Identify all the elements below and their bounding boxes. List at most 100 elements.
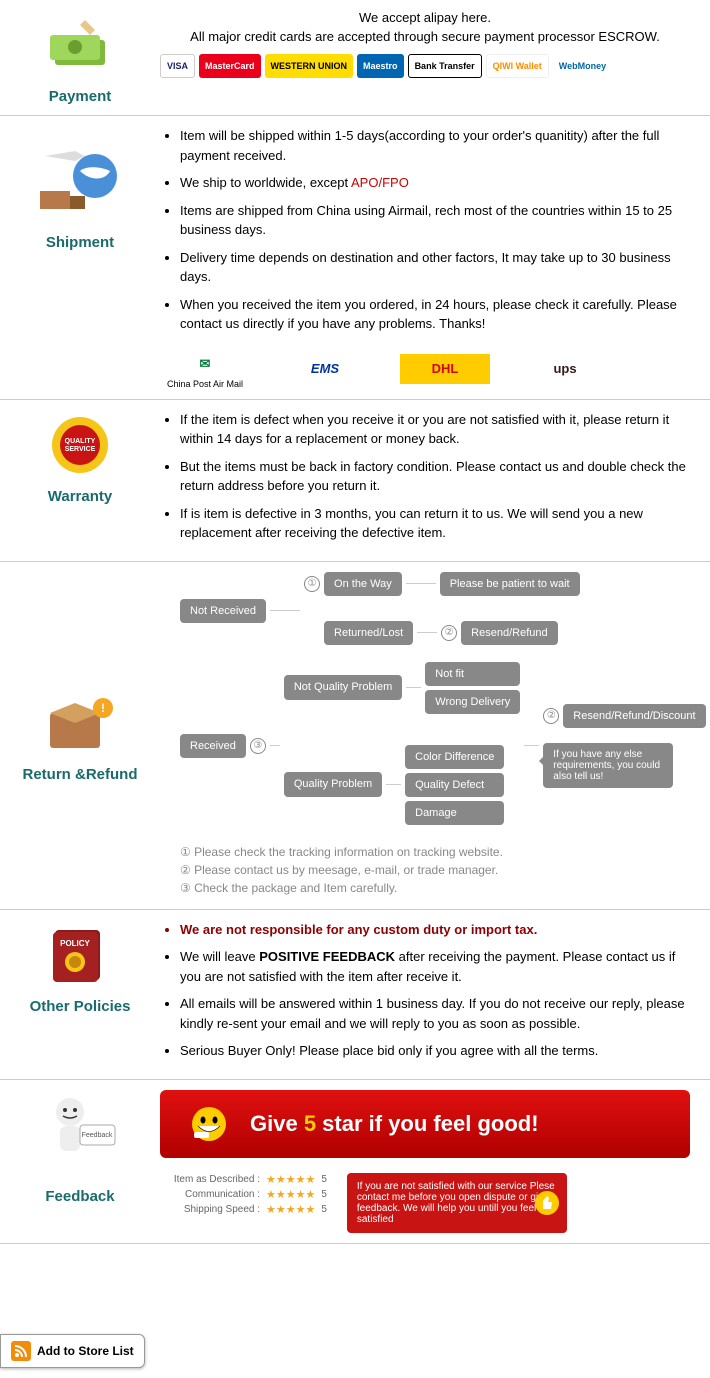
flow-marker-2b: ②: [543, 708, 559, 724]
svg-text:Feedback: Feedback: [82, 1132, 113, 1139]
shipment-item: We ship to worldwide, except APO/FPO: [180, 173, 690, 193]
policies-list: We are not responsible for any custom du…: [160, 920, 690, 940]
policy-item: All emails will be answered within 1 bus…: [180, 994, 690, 1033]
warranty-icon: QUALITYSERVICE: [35, 410, 125, 480]
payment-logo: Maestro: [357, 54, 404, 78]
svg-text:POLICY: POLICY: [60, 939, 90, 948]
shipment-item: Items are shipped from China using Airma…: [180, 201, 690, 240]
policies-title: Other Policies: [30, 998, 131, 1015]
payment-section: Payment We accept alipay here. All major…: [0, 0, 710, 116]
payment-logo: VISA: [160, 54, 195, 78]
feedback-banner: Give 5 star if you feel good!: [160, 1090, 690, 1158]
feedback-content: Give 5 star if you feel good! Item as De…: [140, 1090, 690, 1233]
rating-table: Item as Described :★★★★★5 Communication :…: [160, 1173, 327, 1218]
rating-row: Shipping Speed :★★★★★5: [160, 1203, 327, 1216]
payment-left: Payment: [20, 10, 140, 105]
warranty-list: If the item is defect when you receive i…: [160, 410, 690, 543]
policy-item: We will leave POSITIVE FEEDBACK after re…: [180, 947, 690, 986]
warranty-item: If the item is defect when you receive i…: [180, 410, 690, 449]
flow-returned-lost: Returned/Lost: [324, 621, 413, 645]
shipment-left: Shipment: [20, 126, 140, 389]
smiley-icon: [184, 1104, 234, 1144]
flow-any-else: If you have any else requirements, you c…: [543, 743, 673, 788]
rating-row: Communication :★★★★★5: [160, 1188, 327, 1201]
rss-icon: [11, 1341, 31, 1361]
payment-logo: WESTERN UNION: [265, 54, 354, 78]
feedback-section: Feedback Feedback Give 5 star if you fee…: [0, 1080, 710, 1244]
svg-text:!: !: [101, 701, 105, 715]
feedback-icon: Feedback: [35, 1090, 125, 1180]
payment-logo: WebMoney: [553, 54, 612, 78]
add-to-store-button[interactable]: Add to Store List: [0, 1334, 145, 1368]
carrier-logo: ups: [520, 354, 610, 384]
flow-not-received: Not Received: [180, 599, 266, 623]
payment-logo: QIWI Wallet: [486, 54, 549, 78]
flow-color-diff: Color Difference: [405, 745, 504, 769]
shipment-list: Item will be shipped within 1-5 days(acc…: [160, 126, 690, 334]
flow-diagram: Not Received ① On the Way Please be pati…: [180, 572, 706, 895]
payment-icon: [35, 10, 125, 80]
policies-items: We will leave POSITIVE FEEDBACK after re…: [160, 947, 690, 1061]
payment-logos-row: VISAMasterCardWESTERN UNIONMaestroBank T…: [160, 54, 690, 78]
feedback-note-text: If you are not satisfied with our servic…: [357, 1181, 555, 1225]
carrier-logo: DHL: [400, 354, 490, 384]
payment-content: We accept alipay here. All major credit …: [140, 10, 690, 105]
flow-note: ① Please check the tracking information …: [180, 845, 706, 859]
carrier-logos: ✉China Post Air Mail EMS DHL ups: [160, 349, 690, 389]
return-content: Not Received ① On the Way Please be pati…: [140, 572, 706, 899]
rating-area: Item as Described :★★★★★5 Communication :…: [160, 1173, 690, 1233]
warranty-item: If is item is defective in 3 months, you…: [180, 504, 690, 543]
flow-quality: Quality Problem: [284, 772, 382, 796]
carrier-logo: EMS: [280, 354, 370, 384]
shipment-content: Item will be shipped within 1-5 days(acc…: [140, 126, 690, 389]
shipment-item: Item will be shipped within 1-5 days(acc…: [180, 126, 690, 165]
flow-note: ③ Check the package and Item carefully.: [180, 881, 706, 895]
payment-logo: MasterCard: [199, 54, 261, 78]
carrier-logo: ✉China Post Air Mail: [160, 349, 250, 389]
payment-line1: We accept alipay here.: [160, 10, 690, 25]
policies-content: We are not responsible for any custom du…: [140, 920, 690, 1069]
payment-logo: Bank Transfer: [408, 54, 482, 78]
add-to-store-label: Add to Store List: [37, 1344, 134, 1358]
warranty-content: If the item is defect when you receive i…: [140, 410, 690, 551]
flow-marker-3: ③: [250, 738, 266, 754]
feedback-note-box: If you are not satisfied with our servic…: [347, 1173, 567, 1233]
banner-num: 5: [304, 1111, 316, 1136]
flow-quality-defect: Quality Defect: [405, 773, 504, 797]
flow-resend-refund-discount: Resend/Refund/Discount: [563, 704, 705, 728]
banner-text: Give 5 star if you feel good!: [250, 1111, 539, 1137]
other-policies-section: POLICY Other Policies We are not respons…: [0, 910, 710, 1080]
payment-line2: All major credit cards are accepted thro…: [160, 29, 690, 44]
policies-icon: POLICY: [35, 920, 125, 990]
feedback-title: Feedback: [45, 1188, 114, 1205]
rating-row: Item as Described :★★★★★5: [160, 1173, 327, 1186]
warranty-section: QUALITYSERVICE Warranty If the item is d…: [0, 400, 710, 562]
shipment-icon: [35, 126, 125, 226]
flow-note: ② Please contact us by meesage, e-mail, …: [180, 863, 706, 877]
shipment-section: Shipment Item will be shipped within 1-5…: [0, 116, 710, 400]
feedback-left: Feedback Feedback: [20, 1090, 140, 1233]
return-left: ! Return &Refund: [20, 572, 140, 899]
shipment-title: Shipment: [46, 234, 114, 251]
warranty-item: But the items must be back in factory co…: [180, 457, 690, 496]
flow-damage: Damage: [405, 801, 504, 825]
flow-resend-refund: Resend/Refund: [461, 621, 557, 645]
payment-title: Payment: [49, 88, 112, 105]
highlight-text: APO/FPO: [351, 175, 409, 190]
flow-received: Received: [180, 734, 246, 758]
return-refund-section: ! Return &Refund Not Received ① On the W…: [0, 562, 710, 910]
flow-wrong-delivery: Wrong Delivery: [425, 690, 520, 714]
return-icon: !: [35, 688, 125, 758]
shipment-item: When you received the item you ordered, …: [180, 295, 690, 334]
banner-post: star if you feel good!: [316, 1111, 538, 1136]
flow-marker-1: ①: [304, 576, 320, 592]
flow-not-quality: Not Quality Problem: [284, 675, 402, 699]
policy-item: Serious Buyer Only! Please place bid onl…: [180, 1041, 690, 1061]
warranty-title: Warranty: [48, 488, 112, 505]
thumbs-up-icon: [533, 1189, 561, 1217]
shipment-item: Delivery time depends on destination and…: [180, 248, 690, 287]
flow-marker-2a: ②: [441, 625, 457, 641]
warranty-left: QUALITYSERVICE Warranty: [20, 410, 140, 551]
svg-text:SERVICE: SERVICE: [65, 446, 96, 453]
return-title: Return &Refund: [23, 766, 138, 783]
